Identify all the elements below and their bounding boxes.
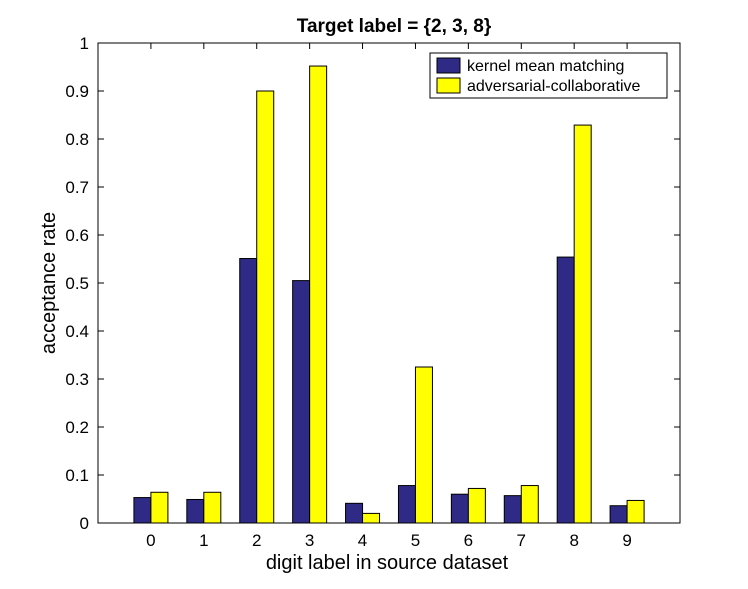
y-tick-label: 0.1	[65, 466, 89, 485]
bar-ac-3	[309, 65, 328, 524]
plot-area: 0 0.1 0.2 0.3 0.4 0.5 0.6 0.7 0.8 0.9 1 0 1 2 3 4 5 6 7 8 9	[65, 34, 681, 550]
y-axis-title: acceptance rate	[38, 212, 60, 354]
y-tick-label: 0.6	[65, 226, 89, 245]
x-tick-label: 9	[622, 531, 631, 550]
legend-swatch-kmm	[436, 57, 461, 74]
x-tick-label: 6	[464, 531, 473, 550]
x-axis-title: digit label in source dataset	[266, 552, 509, 574]
legend-label-kmm: kernel mean matching	[467, 58, 624, 75]
bar-ac-2	[256, 90, 275, 524]
x-tick-label: 5	[411, 531, 420, 550]
x-tick-label: 7	[517, 531, 526, 550]
y-tick-label: 0.3	[65, 370, 89, 389]
bar-ac-1	[203, 491, 222, 524]
y-tick-label: 0.9	[65, 82, 89, 101]
y-tick-label: 0	[80, 514, 89, 533]
bar-kmm-0	[133, 497, 152, 524]
bar-ac-9	[626, 499, 645, 524]
x-tick-label: 8	[569, 531, 578, 550]
bar-ac-7	[520, 485, 539, 524]
bar-kmm-3	[292, 280, 311, 524]
bar-ac-6	[467, 487, 486, 524]
y-tick-label: 1	[80, 34, 89, 53]
bar-kmm-4	[345, 502, 364, 524]
bar-kmm-6	[450, 493, 469, 524]
bar-kmm-8	[556, 256, 575, 524]
bar-ac-0	[150, 491, 169, 524]
bar-ac-5	[414, 366, 433, 524]
x-tick-label: 0	[146, 531, 155, 550]
x-tick-label: 1	[199, 531, 208, 550]
bar-kmm-2	[239, 258, 258, 524]
bar-kmm-5	[397, 485, 416, 524]
legend: kernel mean matching adversarial-collabo…	[429, 52, 668, 99]
x-tick-label: 4	[358, 531, 367, 550]
y-tick-label: 0.4	[65, 322, 89, 341]
bar-ac-4	[362, 512, 381, 524]
y-tick-label: 0.8	[65, 130, 89, 149]
y-tick-label: 0.2	[65, 418, 89, 437]
bar-kmm-7	[503, 495, 522, 524]
bar-ac-8	[573, 124, 592, 524]
legend-box	[429, 52, 668, 99]
bar-kmm-1	[186, 498, 205, 524]
x-tick-label: 2	[252, 531, 261, 550]
legend-swatch-ac	[436, 77, 461, 94]
chart-title: Target label = {2, 3, 8}	[297, 16, 492, 37]
legend-label-ac: adversarial-collaborative	[467, 78, 641, 95]
plot-frame	[97, 42, 681, 524]
x-tick-label: 3	[305, 531, 314, 550]
y-tick-label: 0.5	[65, 274, 89, 293]
y-tick-label: 0.7	[65, 178, 89, 197]
bar-kmm-9	[609, 505, 628, 524]
